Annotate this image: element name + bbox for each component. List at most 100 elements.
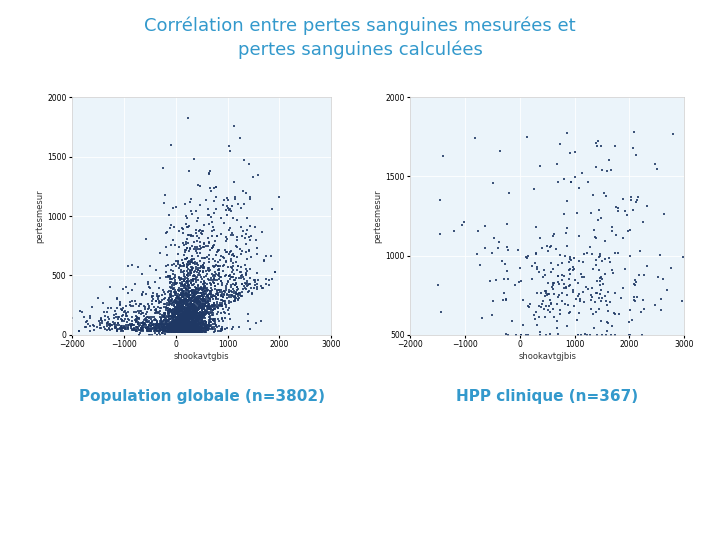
Point: [168, 326, 180, 334]
Point: [600, 192, 612, 200]
Point: [174, 327, 185, 336]
Point: [178, 296, 189, 305]
Point: [217, 325, 228, 334]
Point: [564, 253, 576, 261]
Point: [153, 328, 164, 337]
Point: [182, 327, 194, 335]
Point: [202, 205, 213, 214]
Point: [210, 293, 222, 301]
Point: [199, 316, 211, 325]
Point: [187, 321, 199, 329]
Point: [175, 326, 186, 334]
Point: [205, 276, 217, 285]
Point: [164, 326, 176, 335]
Point: [187, 315, 199, 323]
Point: [159, 320, 171, 329]
Point: [217, 299, 228, 307]
Point: [235, 204, 247, 213]
Point: [184, 314, 196, 322]
Point: [185, 279, 197, 287]
Point: [174, 326, 185, 335]
Point: [184, 311, 195, 320]
Point: [197, 328, 209, 336]
Point: [599, 291, 611, 300]
Point: [189, 327, 200, 336]
Point: [184, 244, 195, 253]
Point: [224, 224, 235, 232]
Point: [174, 318, 186, 327]
Point: [186, 328, 198, 336]
Point: [183, 308, 194, 317]
Point: [665, 264, 677, 273]
Point: [171, 294, 183, 302]
Point: [130, 315, 141, 324]
Point: [667, 130, 678, 139]
Point: [136, 324, 148, 333]
Point: [198, 254, 210, 262]
Point: [182, 319, 194, 328]
Point: [189, 319, 200, 328]
Point: [164, 321, 176, 330]
Point: [181, 295, 192, 303]
Point: [242, 288, 253, 296]
Point: [177, 316, 189, 325]
Point: [176, 314, 188, 322]
Point: [204, 318, 215, 327]
Point: [189, 305, 200, 314]
Point: [188, 327, 199, 335]
Point: [172, 306, 184, 315]
Point: [488, 233, 500, 242]
Point: [184, 303, 196, 312]
Point: [194, 200, 206, 209]
Point: [191, 307, 202, 315]
Point: [178, 312, 189, 320]
Point: [177, 312, 189, 321]
Point: [181, 319, 193, 327]
Point: [192, 326, 203, 334]
Point: [141, 326, 153, 334]
Point: [203, 300, 215, 309]
Point: [203, 238, 215, 247]
Point: [194, 312, 205, 320]
Point: [196, 327, 207, 335]
Point: [183, 322, 194, 330]
Point: [174, 308, 185, 316]
Point: [192, 323, 203, 332]
Point: [179, 328, 190, 337]
Point: [187, 325, 199, 334]
Point: [194, 324, 206, 333]
Point: [172, 318, 184, 327]
Point: [173, 326, 184, 335]
Point: [222, 306, 234, 315]
Point: [186, 293, 198, 301]
Point: [187, 309, 199, 318]
Point: [186, 255, 198, 264]
Point: [189, 327, 201, 335]
Point: [183, 313, 194, 322]
Point: [167, 309, 179, 318]
Point: [193, 308, 204, 317]
Point: [99, 316, 111, 325]
Point: [494, 146, 505, 155]
Point: [189, 319, 201, 328]
Point: [596, 330, 608, 339]
Point: [209, 315, 220, 323]
Point: [181, 326, 193, 334]
Point: [161, 323, 173, 332]
Point: [199, 243, 210, 252]
Point: [201, 303, 212, 312]
Point: [163, 300, 174, 309]
Point: [623, 226, 634, 235]
Point: [251, 235, 262, 244]
Point: [192, 300, 203, 308]
Point: [167, 299, 179, 307]
Point: [180, 306, 192, 314]
Point: [594, 289, 606, 298]
Point: [158, 325, 170, 333]
Point: [218, 286, 230, 295]
Point: [182, 326, 194, 335]
Point: [153, 296, 165, 305]
Point: [165, 326, 176, 334]
Point: [188, 326, 199, 335]
Point: [186, 195, 197, 204]
